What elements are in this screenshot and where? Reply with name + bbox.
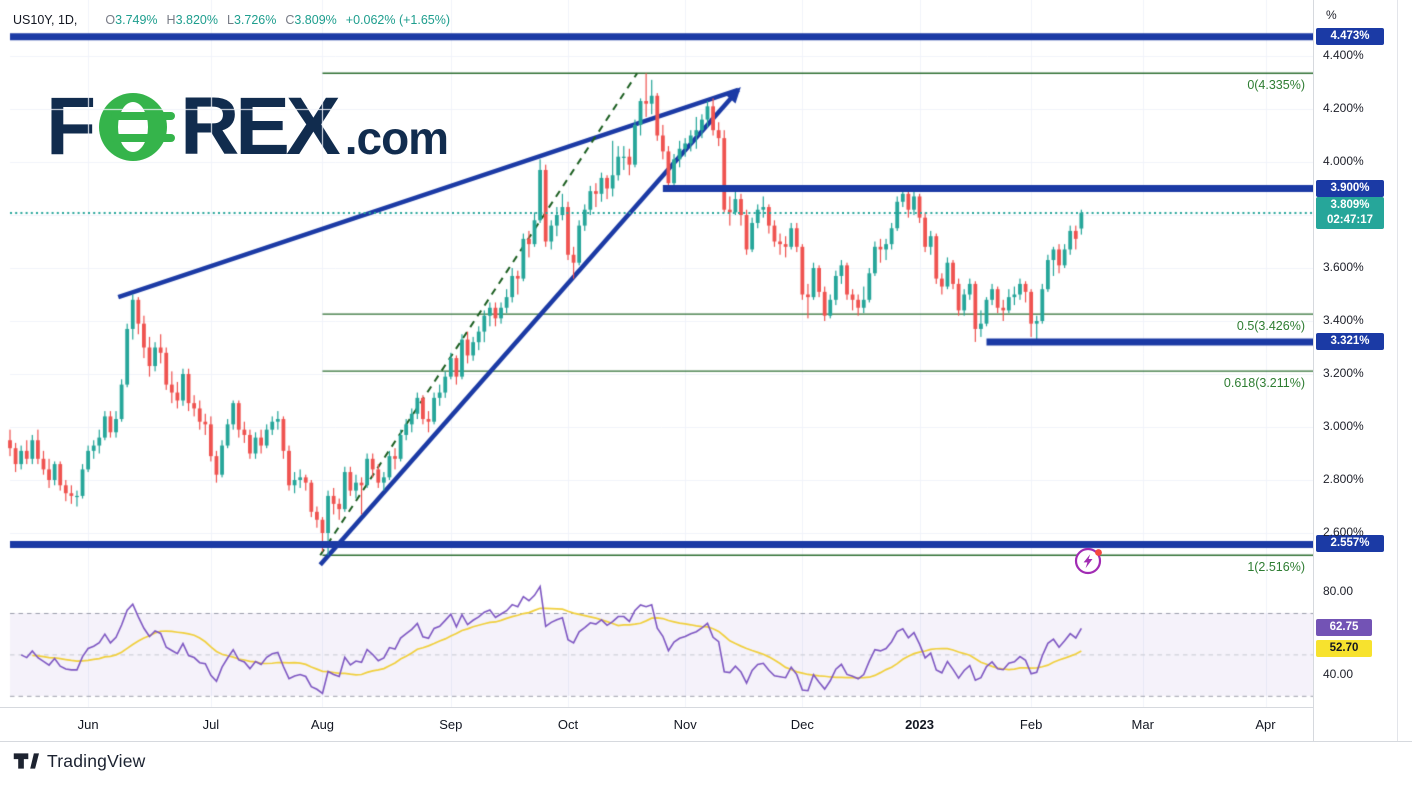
fib-label-0_618[interactable]: 0.618(3.211%)	[1223, 376, 1305, 391]
tradingview-logo-icon	[13, 753, 39, 769]
tradingview-label: TradingView	[47, 750, 146, 771]
price-tick: 3.000%	[1323, 419, 1364, 433]
level-badge-4473: 4.473%	[1316, 27, 1384, 45]
time-axis-label-Nov: Nov	[673, 717, 697, 732]
legend-close: C3.809%	[285, 13, 337, 27]
time-axis-label-2023: 2023	[905, 717, 934, 732]
legend-change: +0.062% (+1.65%)	[345, 13, 451, 27]
current-price-value: 3.809%	[1330, 198, 1370, 211]
time-axis-label-Aug: Aug	[310, 717, 335, 732]
price-tick: 3.400%	[1323, 313, 1364, 327]
time-axis-label-Feb: Feb	[1019, 717, 1043, 732]
level-badge-3321: 3.321%	[1316, 332, 1384, 350]
time-axis-label-Mar: Mar	[1131, 717, 1154, 732]
price-tick: 4.000%	[1323, 154, 1364, 168]
price-axis[interactable]: % 4.473% 3.900% 3.321% 2.557% 3.809% 02:…	[1313, 0, 1412, 741]
chart-canvas[interactable]	[0, 0, 1313, 741]
rsi-tick: 40.00	[1323, 667, 1354, 682]
current-price-countdown: 02:47:17	[1326, 213, 1374, 226]
tradingview-attribution[interactable]: TradingView	[13, 750, 146, 772]
time-axis-label-Jul: Jul	[202, 717, 220, 732]
time-axis-label-Jun: Jun	[77, 717, 99, 732]
current-price-badge: 3.809% 02:47:17	[1316, 196, 1384, 229]
time-axis-label-Apr: Apr	[1255, 717, 1276, 732]
price-tick: 3.600%	[1323, 260, 1364, 274]
time-axis-label-Oct: Oct	[557, 717, 579, 732]
symbol-legend[interactable]: US10Y, 1D, O3.749% H3.820% L3.726% C3.80…	[13, 13, 450, 27]
legend-high: H3.820%	[166, 13, 218, 27]
price-tick: 2.800%	[1323, 472, 1364, 486]
symbol-title[interactable]: US10Y, 1D,	[13, 13, 78, 27]
fib-label-0[interactable]: 0(4.335%)	[1247, 78, 1305, 93]
time-axis-label-Sep: Sep	[439, 717, 463, 732]
axis-inner-separator	[1397, 0, 1398, 741]
price-tick: 3.200%	[1323, 366, 1364, 380]
rsi-tick: 80.00	[1323, 584, 1354, 599]
time-axis-label-Dec: Dec	[790, 717, 814, 732]
fib-label-1[interactable]: 1(2.516%)	[1247, 560, 1305, 575]
rsi-value-badge: 62.75	[1316, 619, 1372, 636]
fib-label-0_5[interactable]: 0.5(3.426%)	[1236, 319, 1305, 334]
lightning-badge-icon[interactable]	[1074, 545, 1104, 576]
level-badge-3900: 3.900%	[1316, 179, 1384, 197]
rsi-ma-value-badge: 52.70	[1316, 639, 1372, 657]
price-tick: 4.400%	[1323, 48, 1364, 62]
level-badge-2557: 2.557%	[1316, 535, 1384, 553]
legend-open: O3.749%	[105, 13, 158, 27]
price-tick: 2.600%	[1323, 525, 1364, 539]
price-axis-unit: %	[1326, 8, 1337, 22]
price-tick: 4.200%	[1323, 101, 1364, 115]
time-axis[interactable]: Jun Jul Aug Sep Oct Nov Dec 2023 Feb Mar Apr	[0, 707, 1412, 742]
legend-low: L3.726%	[226, 13, 277, 27]
